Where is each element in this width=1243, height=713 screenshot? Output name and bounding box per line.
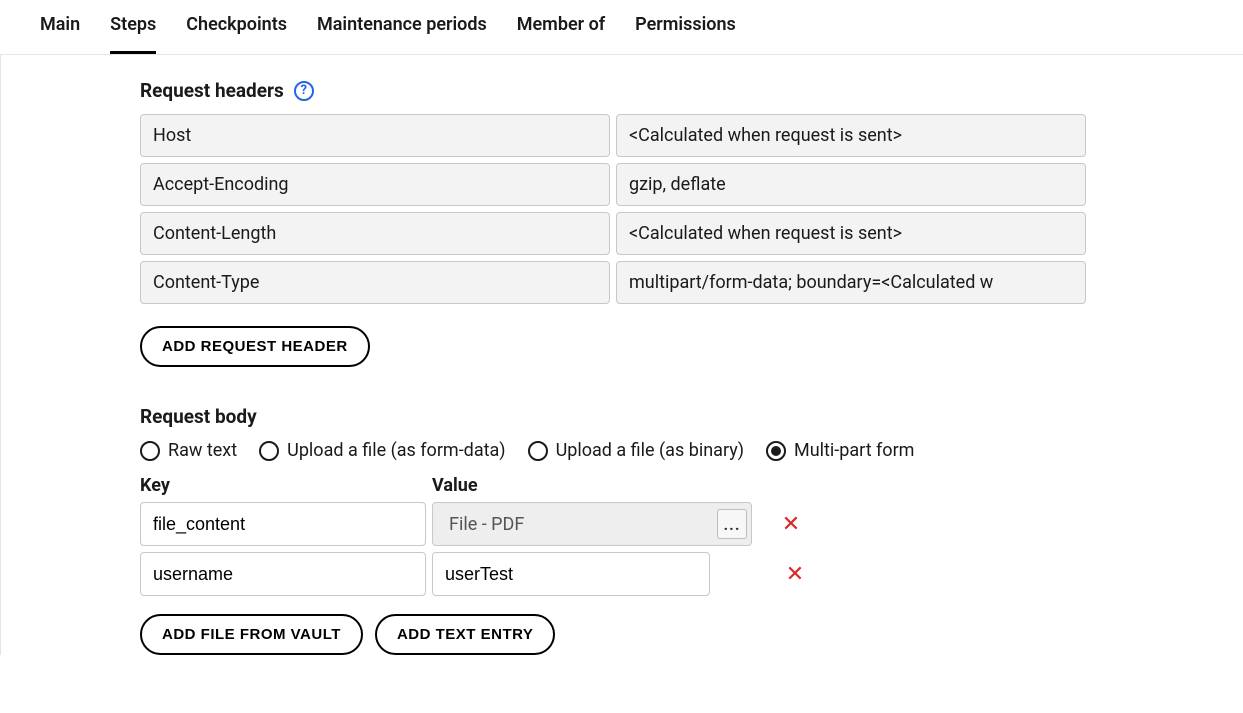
header-row: Accept-Encoding gzip, deflate [140,163,1243,206]
radio-label: Upload a file (as binary) [556,440,744,461]
header-row: Host <Calculated when request is sent> [140,114,1243,157]
radio-icon [766,441,786,461]
tabs-bar: Main Steps Checkpoints Maintenance perio… [0,0,1243,55]
add-text-entry-button[interactable]: Add text entry [375,614,555,655]
header-value-input[interactable]: <Calculated when request is sent> [616,114,1086,157]
multipart-value-input[interactable] [432,552,710,596]
header-name-input[interactable]: Content-Length [140,212,610,255]
delete-row-icon[interactable]: ✕ [778,512,804,537]
multipart-file-value[interactable]: File - PDF ... [432,502,752,546]
request-body-title: Request body [140,405,257,428]
radio-upload-binary[interactable]: Upload a file (as binary) [528,440,744,461]
multipart-row: ✕ [140,552,1243,596]
tab-permissions[interactable]: Permissions [635,14,736,54]
file-picker-button[interactable]: ... [717,509,747,539]
kv-header-row: Key Value [140,475,1243,496]
add-request-header-button[interactable]: Add request header [140,326,370,367]
tab-main[interactable]: Main [40,14,80,54]
radio-upload-formdata[interactable]: Upload a file (as form-data) [259,440,505,461]
tab-maintenance-periods[interactable]: Maintenance periods [317,14,487,54]
header-value-input[interactable]: <Calculated when request is sent> [616,212,1086,255]
request-body-options: Raw text Upload a file (as form-data) Up… [140,440,1243,461]
radio-raw-text[interactable]: Raw text [140,440,237,461]
multipart-row: File - PDF ... ✕ [140,502,1243,546]
left-rail [0,55,40,655]
multipart-key-input[interactable] [140,502,426,546]
request-headers-grid: Host <Calculated when request is sent> A… [140,114,1243,304]
header-row: Content-Length <Calculated when request … [140,212,1243,255]
tab-member-of[interactable]: Member of [517,14,605,54]
header-value-input[interactable]: gzip, deflate [616,163,1086,206]
radio-label: Upload a file (as form-data) [287,440,505,461]
header-name-input[interactable]: Host [140,114,610,157]
tab-steps[interactable]: Steps [110,14,156,54]
multipart-action-buttons: Add file from vault Add text entry [140,614,1243,655]
kv-value-header: Value [432,475,752,496]
header-value-input[interactable]: multipart/form-data; boundary=<Calculate… [616,261,1086,304]
file-label: File - PDF [445,514,524,535]
help-icon[interactable]: ? [294,81,314,101]
header-row: Content-Type multipart/form-data; bounda… [140,261,1243,304]
add-file-from-vault-button[interactable]: Add file from vault [140,614,363,655]
multipart-key-input[interactable] [140,552,426,596]
delete-row-icon[interactable]: ✕ [782,562,808,587]
request-headers-title: Request headers [140,79,284,102]
radio-multipart-form[interactable]: Multi-part form [766,440,914,461]
radio-icon [259,441,279,461]
radio-label: Multi-part form [794,440,914,461]
tab-checkpoints[interactable]: Checkpoints [186,14,287,54]
radio-icon [528,441,548,461]
kv-key-header: Key [140,475,426,496]
header-name-input[interactable]: Accept-Encoding [140,163,610,206]
header-name-input[interactable]: Content-Type [140,261,610,304]
radio-label: Raw text [168,440,237,461]
radio-icon [140,441,160,461]
